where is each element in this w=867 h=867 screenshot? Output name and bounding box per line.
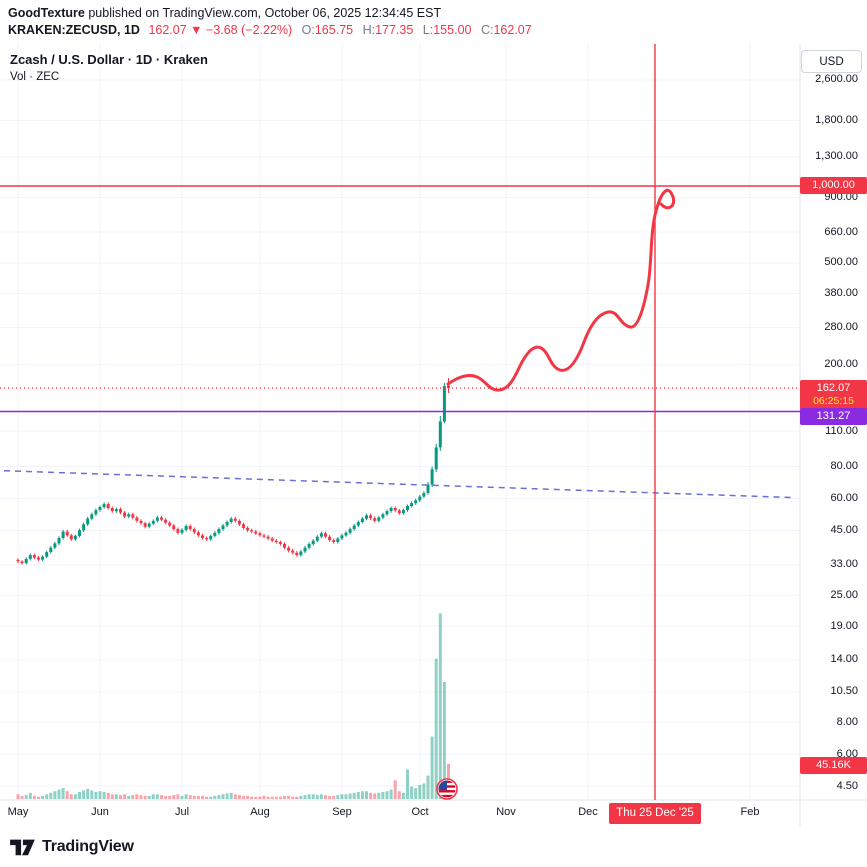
x-axis-tick: Aug <box>250 806 270 818</box>
symbol-header: KRAKEN:ZECUSD, 1D 162.07 ▼ −3.68 (−2.22%… <box>8 23 532 37</box>
grid-lines <box>0 44 799 800</box>
x-axis-tick: Dec <box>578 806 598 818</box>
bar-close-countdown: 06:25:15 <box>813 395 854 407</box>
tradingview-brand-text: TradingView <box>42 838 134 855</box>
x-axis-tick: Sep <box>332 806 352 818</box>
x-axis-tick: Feb <box>740 806 760 818</box>
x-axis-tick: Oct <box>411 806 429 818</box>
open-value: 165.75 <box>314 23 354 37</box>
target-price-label: 1,000.00 <box>800 177 867 194</box>
low-value: 155.00 <box>433 23 472 37</box>
volume-legend: Vol · ZEC <box>10 71 60 83</box>
x-axis-tick: Nov <box>496 806 516 818</box>
volume-value-label: 45.16K <box>800 757 867 774</box>
time-axis[interactable]: May Jun Jul Aug Sep Oct Nov Dec Feb <box>0 801 867 827</box>
publish-info: published on TradingView.com, October 06… <box>84 6 442 20</box>
projection-drawing[interactable] <box>446 188 676 392</box>
high-value: 177.35 <box>375 23 414 37</box>
target-date-label: Thu 25 Dec '25 <box>609 803 701 824</box>
last-price-text: 162.07 <box>816 382 851 394</box>
tradingview-footer-link[interactable]: TradingView <box>8 836 134 858</box>
x-axis-tick: Jun <box>91 806 109 818</box>
volume-series <box>16 613 450 799</box>
support-price-label: 131.27 <box>800 408 867 425</box>
dashed-trendline[interactable] <box>3 469 793 499</box>
last-price-label: 162.07 06:25:15 <box>800 380 867 410</box>
tradingview-logo-icon <box>10 839 35 856</box>
x-axis-tick: Jul <box>174 806 190 818</box>
close-label: C: <box>480 23 494 37</box>
last-price-value: 162.07 <box>148 23 187 37</box>
symbol-name: KRAKEN:ZECUSD, 1D <box>8 23 140 37</box>
high-label: H: <box>362 23 376 37</box>
currency-toggle-button[interactable]: USD <box>801 50 862 73</box>
author-name: GoodTexture <box>8 6 85 20</box>
price-change-value: ▼ −3.68 (−2.22%) <box>190 23 293 37</box>
publish-header: GoodTexture published on TradingView.com… <box>8 6 441 20</box>
x-axis-tick: May <box>7 806 29 818</box>
candlestick-series <box>16 378 450 565</box>
low-label: L: <box>422 23 434 37</box>
chart-title: Zcash / U.S. Dollar · 1D · Kraken <box>10 52 208 67</box>
close-value: 162.07 <box>493 23 532 37</box>
us-flag-event-icon[interactable] <box>436 778 458 800</box>
open-label: O: <box>301 23 315 37</box>
